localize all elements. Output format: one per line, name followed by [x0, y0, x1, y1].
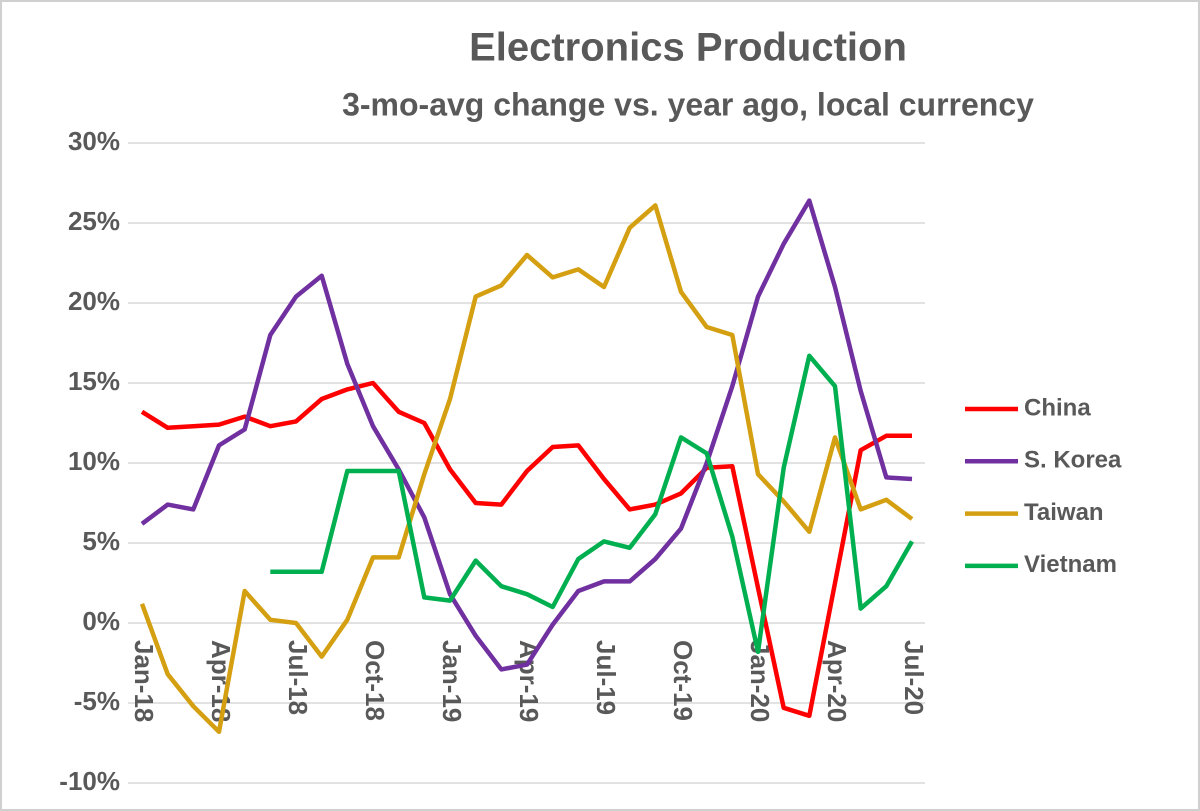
series-line [139, 203, 914, 735]
x-tick-label: Jul-18 [283, 640, 313, 715]
chart-title: Electronics Production [469, 26, 907, 70]
x-tick-label: Jul-19 [591, 640, 621, 715]
legend-label: Taiwan [1024, 499, 1104, 526]
legend-label: S. Korea [1024, 447, 1122, 474]
chart-subtitle: 3-mo-avg change vs. year ago, local curr… [342, 86, 1034, 122]
y-tick-label: -5% [74, 686, 120, 716]
x-tick-label: Apr-19 [514, 640, 544, 722]
legend-label: China [1024, 394, 1091, 421]
x-tick-label: Oct-18 [360, 640, 390, 721]
y-tick-label: 0% [82, 606, 120, 636]
y-tick-label: 25% [68, 206, 120, 236]
x-tick-label: Jan-19 [437, 640, 467, 722]
legend-label: Vietnam [1024, 551, 1117, 578]
x-tick-label: Oct-19 [668, 640, 698, 721]
y-tick-label: 5% [82, 526, 120, 556]
y-tick-label: 20% [68, 286, 120, 316]
series-line [140, 198, 913, 672]
series-line [140, 380, 912, 719]
y-tick-label: 30% [68, 126, 120, 156]
y-tick-label: 10% [68, 446, 120, 476]
y-tick-label: 15% [68, 366, 120, 396]
x-tick-label: Jul-20 [899, 640, 929, 715]
series-line [270, 353, 914, 655]
x-tick-label: Apr-20 [822, 640, 852, 722]
x-tick-label: Jan-18 [129, 640, 159, 722]
y-tick-label: -10% [59, 766, 120, 796]
